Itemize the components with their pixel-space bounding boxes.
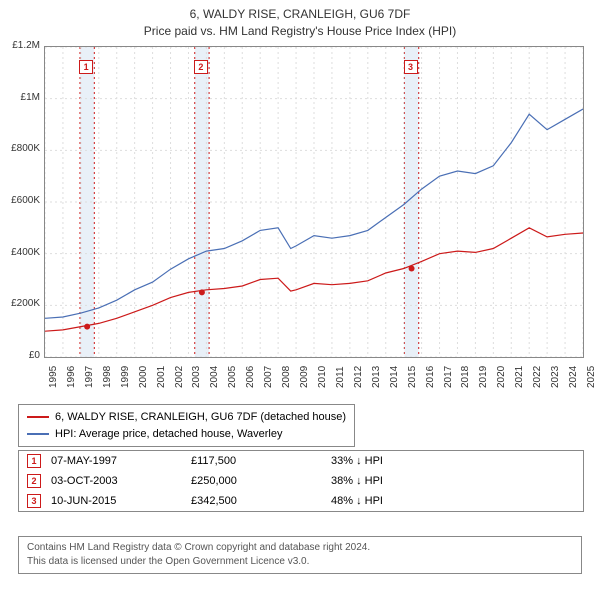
- sale-date: 03-OCT-2003: [51, 475, 181, 487]
- x-tick-label: 2007: [263, 366, 274, 388]
- x-tick-label: 2004: [209, 366, 220, 388]
- x-tick-label: 2015: [407, 366, 418, 388]
- x-tick-label: 2018: [460, 366, 471, 388]
- x-tick-label: 2019: [478, 366, 489, 388]
- title-block: 6, WALDY RISE, CRANLEIGH, GU6 7DF Price …: [0, 0, 600, 40]
- sale-pct: 48% ↓ HPI: [331, 495, 451, 507]
- sale-marker-icon: 1: [27, 454, 41, 468]
- sale-price: £250,000: [191, 475, 321, 487]
- y-tick-label: £600K: [4, 195, 40, 206]
- x-tick-label: 2023: [550, 366, 561, 388]
- x-tick-label: 2020: [496, 366, 507, 388]
- legend-swatch: [27, 433, 49, 435]
- x-tick-label: 2009: [299, 366, 310, 388]
- y-tick-label: £1M: [4, 92, 40, 103]
- footer-line-1: Contains HM Land Registry data © Crown c…: [27, 541, 573, 555]
- legend: 6, WALDY RISE, CRANLEIGH, GU6 7DF (detac…: [18, 404, 355, 447]
- sale-date: 07-MAY-1997: [51, 455, 181, 467]
- x-tick-label: 2013: [371, 366, 382, 388]
- sale-marker-2: 2: [194, 60, 208, 74]
- x-tick-label: 2012: [353, 366, 364, 388]
- footer-line-2: This data is licensed under the Open Gov…: [27, 555, 573, 569]
- y-tick-label: £0: [4, 350, 40, 361]
- legend-label: 6, WALDY RISE, CRANLEIGH, GU6 7DF (detac…: [55, 409, 346, 426]
- legend-item-0: 6, WALDY RISE, CRANLEIGH, GU6 7DF (detac…: [27, 409, 346, 426]
- x-tick-label: 2025: [586, 366, 597, 388]
- y-tick-label: £1.2M: [4, 40, 40, 51]
- line-chart: [44, 46, 584, 358]
- title-line-2: Price paid vs. HM Land Registry's House …: [0, 23, 600, 40]
- sales-row-1: 1 07-MAY-1997 £117,500 33% ↓ HPI: [19, 451, 583, 471]
- sales-row-3: 3 10-JUN-2015 £342,500 48% ↓ HPI: [19, 491, 583, 511]
- x-tick-label: 1995: [48, 366, 59, 388]
- x-tick-label: 1997: [84, 366, 95, 388]
- sale-marker-icon: 3: [27, 494, 41, 508]
- x-tick-label: 2005: [227, 366, 238, 388]
- x-tick-label: 2010: [317, 366, 328, 388]
- sale-pct: 33% ↓ HPI: [331, 455, 451, 467]
- x-tick-label: 2011: [335, 366, 346, 388]
- sale-marker-3: 3: [404, 60, 418, 74]
- x-tick-label: 2017: [443, 366, 454, 388]
- x-tick-label: 2021: [514, 366, 525, 388]
- y-tick-label: £400K: [4, 247, 40, 258]
- sale-pct: 38% ↓ HPI: [331, 475, 451, 487]
- x-tick-label: 2008: [281, 366, 292, 388]
- footer-attribution: Contains HM Land Registry data © Crown c…: [18, 536, 582, 574]
- sales-table: 1 07-MAY-1997 £117,500 33% ↓ HPI 2 03-OCT-200…: [18, 450, 584, 512]
- x-tick-label: 2014: [389, 366, 400, 388]
- y-tick-label: £800K: [4, 143, 40, 154]
- y-tick-label: £200K: [4, 298, 40, 309]
- title-line-1: 6, WALDY RISE, CRANLEIGH, GU6 7DF: [0, 6, 600, 23]
- x-tick-label: 2002: [174, 366, 185, 388]
- x-tick-label: 1998: [102, 366, 113, 388]
- legend-swatch: [27, 416, 49, 418]
- legend-item-1: HPI: Average price, detached house, Wave…: [27, 426, 346, 443]
- sales-row-2: 2 03-OCT-2003 £250,000 38% ↓ HPI: [19, 471, 583, 491]
- sale-price: £342,500: [191, 495, 321, 507]
- x-tick-label: 1999: [120, 366, 131, 388]
- x-tick-label: 2016: [425, 366, 436, 388]
- chart-container: 6, WALDY RISE, CRANLEIGH, GU6 7DF Price …: [0, 0, 600, 590]
- sale-price: £117,500: [191, 455, 321, 467]
- sale-date: 10-JUN-2015: [51, 495, 181, 507]
- legend-label: HPI: Average price, detached house, Wave…: [55, 426, 282, 443]
- x-tick-label: 1996: [66, 366, 77, 388]
- x-tick-label: 2001: [156, 366, 167, 388]
- sale-marker-1: 1: [79, 60, 93, 74]
- x-tick-label: 2003: [191, 366, 202, 388]
- sale-marker-icon: 2: [27, 474, 41, 488]
- x-tick-label: 2022: [532, 366, 543, 388]
- x-tick-label: 2024: [568, 366, 579, 388]
- x-tick-label: 2006: [245, 366, 256, 388]
- x-tick-label: 2000: [138, 366, 149, 388]
